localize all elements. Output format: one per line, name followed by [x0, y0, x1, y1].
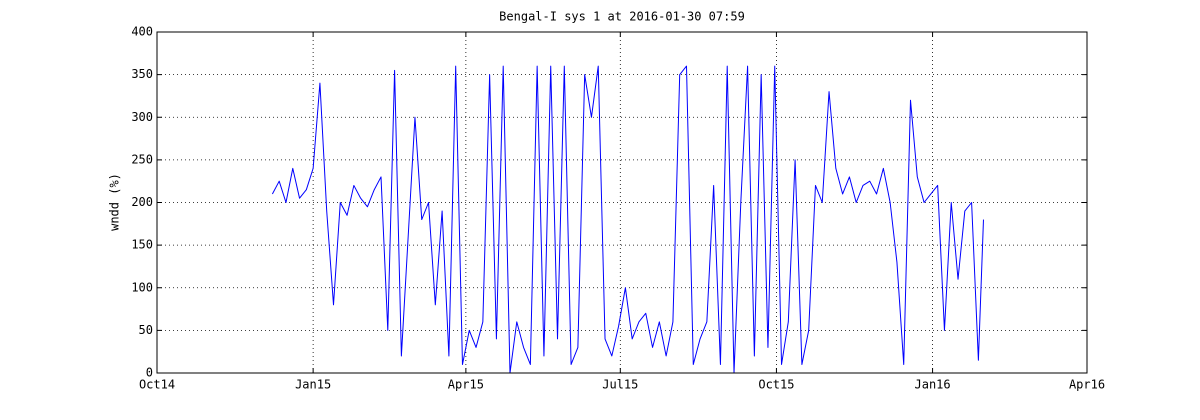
x-tick-label: Jul15	[602, 378, 638, 392]
x-tick-label: Oct15	[758, 378, 794, 392]
y-tick-label: 150	[131, 238, 153, 252]
y-tick-label: 200	[131, 195, 153, 209]
data-line	[271, 65, 984, 374]
x-tick-label: Oct14	[139, 378, 175, 392]
plot-border	[156, 31, 1088, 374]
x-tick-label: Apr16	[1069, 378, 1105, 392]
y-tick-label: 350	[131, 67, 153, 81]
chart-title: Bengal-I sys 1 at 2016-01-30 07:59	[499, 10, 745, 24]
y-tick-label: 100	[131, 280, 153, 294]
x-tick-label: Jan15	[295, 378, 331, 392]
x-tick-label: Jan16	[915, 378, 951, 392]
y-tick-label: 300	[131, 110, 153, 124]
y-axis-label: wndd (%)	[108, 173, 122, 231]
y-tick-label: 0	[146, 366, 153, 380]
y-tick-label: 250	[131, 152, 153, 166]
x-tick-label: Apr15	[448, 378, 484, 392]
y-tick-label: 400	[131, 25, 153, 39]
y-tick-label: 50	[139, 323, 153, 337]
